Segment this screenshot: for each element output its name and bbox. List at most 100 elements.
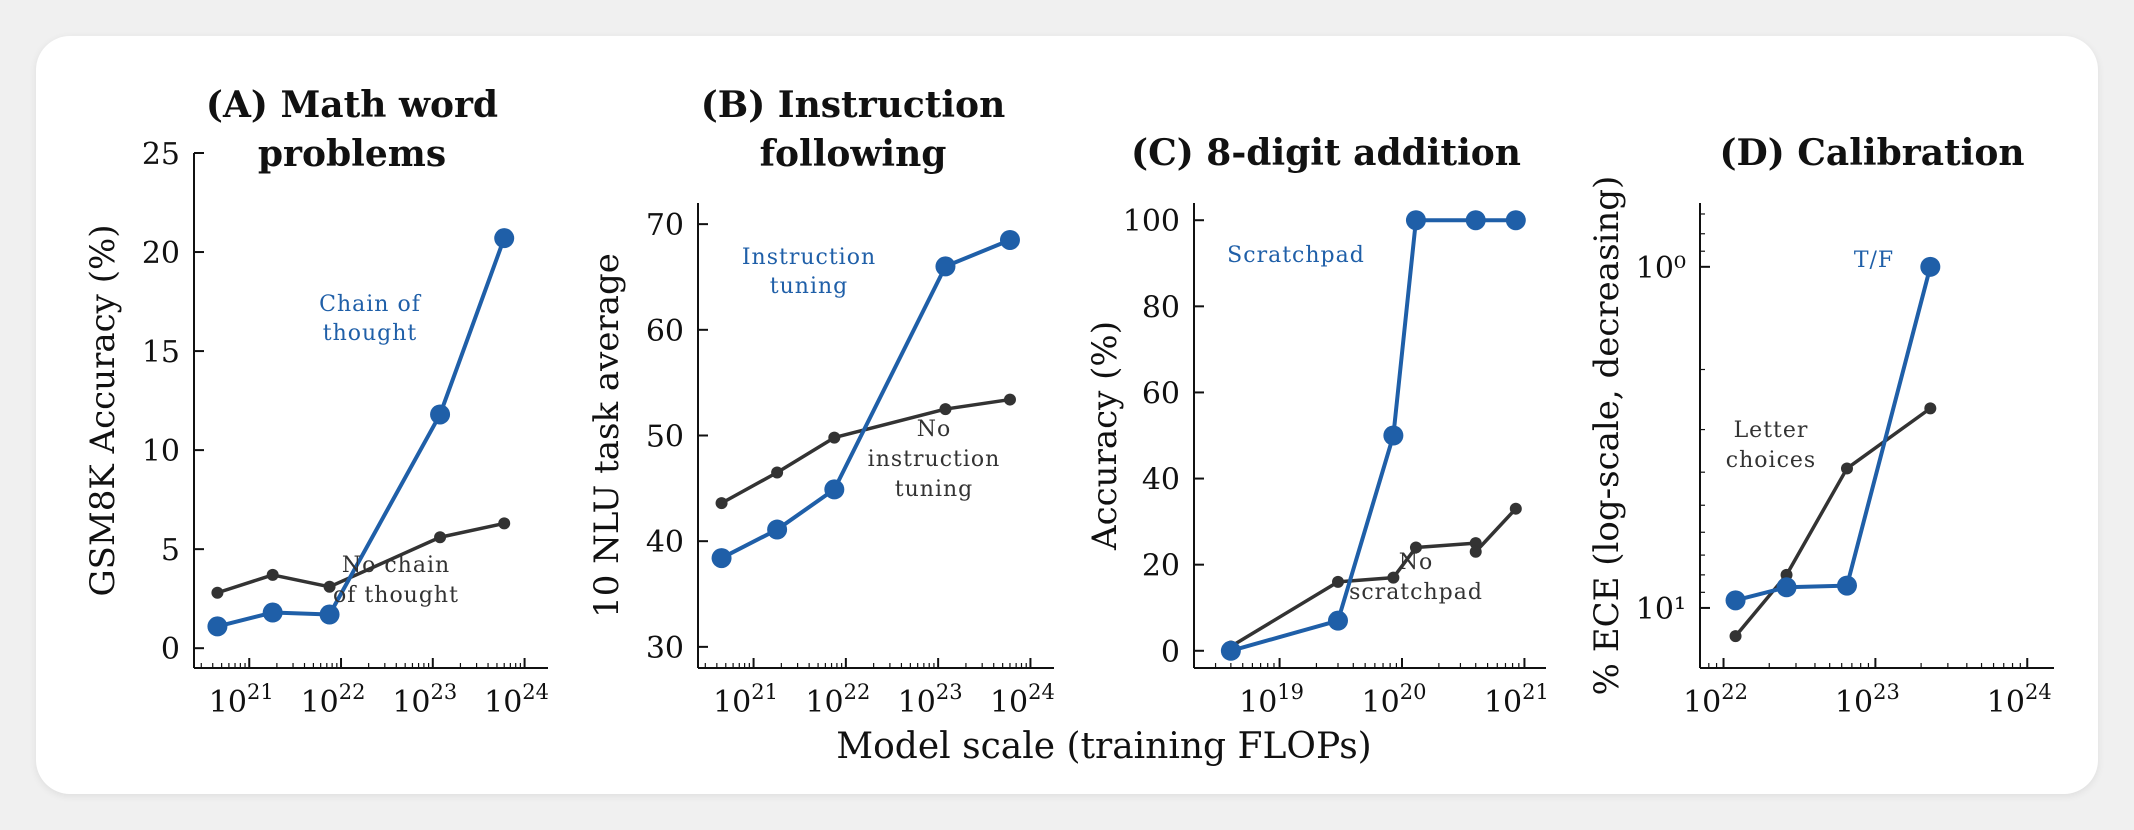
y-axis-label: Accuracy (%) <box>1085 321 1125 551</box>
data-point <box>498 517 511 530</box>
series-label: No <box>1399 550 1434 575</box>
series-line <box>1734 406 1932 638</box>
x-tick-label: 1024 <box>484 680 549 720</box>
data-point <box>1840 462 1853 475</box>
data-point <box>1729 630 1742 643</box>
x-tick-label: 1024 <box>990 680 1055 720</box>
chart-title-line: (B) Instruction <box>701 84 1006 126</box>
data-point <box>1836 575 1857 596</box>
series-label: Instruction <box>742 245 876 270</box>
y-tick-label: 10⁰ <box>1636 251 1686 286</box>
y-tick-label: 15 <box>142 335 180 370</box>
data-point <box>1220 640 1241 661</box>
data-point <box>1776 577 1797 598</box>
data-point <box>1924 402 1937 415</box>
data-point <box>319 604 340 625</box>
x-tick-label: 1023 <box>898 680 963 720</box>
figure-card: (A) Math word problems GSM8K Accuracy (%) 1… <box>36 36 2098 794</box>
series-label: tuning <box>895 477 973 502</box>
data-point <box>207 616 228 637</box>
chart-title-line: (C) 8-digit addition <box>1131 132 1521 174</box>
x-tick-label: 1022 <box>301 680 366 720</box>
x-tick-label: 1019 <box>1239 680 1304 720</box>
data-point <box>824 479 845 500</box>
series-line <box>720 238 1011 560</box>
x-tick-label: 1021 <box>713 680 778 720</box>
data-point <box>935 256 956 277</box>
series-line <box>1229 507 1518 648</box>
data-point <box>1920 256 1941 277</box>
data-point <box>1331 575 1344 588</box>
x-tick-label: 1023 <box>392 680 457 720</box>
chart-title-line: (D) Calibration <box>1719 132 2024 174</box>
data-point <box>1469 537 1482 550</box>
chart-title-line: problems <box>258 133 446 175</box>
y-axis-label: % ECE (log-scale, decreasing) <box>1587 176 1627 696</box>
data-point <box>767 519 788 540</box>
x-tick-label: 1020 <box>1362 680 1427 720</box>
series-line <box>1735 266 1933 603</box>
x-tick-label: 1021 <box>1484 680 1549 720</box>
data-point <box>1003 393 1016 406</box>
y-tick-label: 40 <box>646 525 684 560</box>
y-tick-label: 0 <box>161 632 180 667</box>
x-tick-label: 1023 <box>1835 680 1900 720</box>
data-point <box>434 531 447 544</box>
y-tick-label: 25 <box>142 137 180 172</box>
series-label: of thought <box>333 583 459 608</box>
series-label: instruction <box>868 447 1001 472</box>
y-tick-label: 20 <box>1142 549 1180 584</box>
series-label: scratchpad <box>1349 580 1483 605</box>
data-point <box>1465 210 1486 231</box>
chart-panel-1: (A) Math word problems GSM8K Accuracy (%) 1… <box>83 84 549 720</box>
data-point <box>1509 502 1522 515</box>
series-label: No chain <box>342 553 450 578</box>
series-label: Letter <box>1734 418 1809 443</box>
x-tick-label: 1022 <box>805 680 870 720</box>
y-tick-label: 10¹ <box>1636 592 1686 627</box>
y-tick-label: 50 <box>646 420 684 455</box>
data-point <box>939 403 952 416</box>
figure-canvas: (A) Math word problems GSM8K Accuracy (%) 1… <box>83 84 2054 767</box>
chart-panel-2: (B) Instruction following 10 NLU task aver… <box>587 84 1055 720</box>
series-label: Scratchpad <box>1227 243 1365 268</box>
chart-panel-3: (C) 8-digit addition Accuracy (%) 1019 1020… <box>1085 132 1549 720</box>
data-point <box>494 228 515 249</box>
y-axis-label: 10 NLU task average <box>587 253 627 618</box>
data-point <box>1387 571 1400 584</box>
y-tick-label: 30 <box>646 631 684 666</box>
data-point <box>1505 210 1526 231</box>
data-point <box>262 602 283 623</box>
series-label: choices <box>1726 448 1816 473</box>
series-label: tuning <box>770 274 848 299</box>
data-point <box>771 466 784 479</box>
series-label: No <box>917 417 952 442</box>
y-tick-label: 80 <box>1142 290 1180 325</box>
x-tick-label: 1022 <box>1683 680 1748 720</box>
x-tick-label: 1021 <box>209 680 274 720</box>
x-tick-label: 1024 <box>1987 680 2052 720</box>
chart-title-line: (A) Math word <box>206 84 498 126</box>
y-tick-label: 60 <box>646 314 684 349</box>
data-point <box>711 548 732 569</box>
data-point <box>1327 610 1348 631</box>
data-point <box>999 229 1020 250</box>
series-label: T/F <box>1854 248 1894 273</box>
data-point <box>1469 545 1482 558</box>
y-tick-label: 20 <box>142 236 180 271</box>
y-tick-label: 0 <box>1161 635 1180 670</box>
data-point <box>715 497 728 510</box>
series-label: Chain of <box>319 292 422 317</box>
chart-title-line: following <box>760 133 947 175</box>
data-point <box>1409 541 1422 554</box>
y-tick-label: 40 <box>1142 463 1180 498</box>
data-point <box>1405 210 1426 231</box>
chart-panel-4: (D) Calibration % ECE (log-scale, decreas… <box>1587 132 2054 720</box>
data-point <box>323 580 336 593</box>
y-tick-label: 5 <box>161 533 180 568</box>
shared-x-axis-label: Model scale (training FLOPs) <box>836 726 1371 767</box>
y-tick-label: 60 <box>1142 376 1180 411</box>
data-point <box>430 404 451 425</box>
series-label: thought <box>323 321 418 346</box>
data-point <box>828 431 841 444</box>
